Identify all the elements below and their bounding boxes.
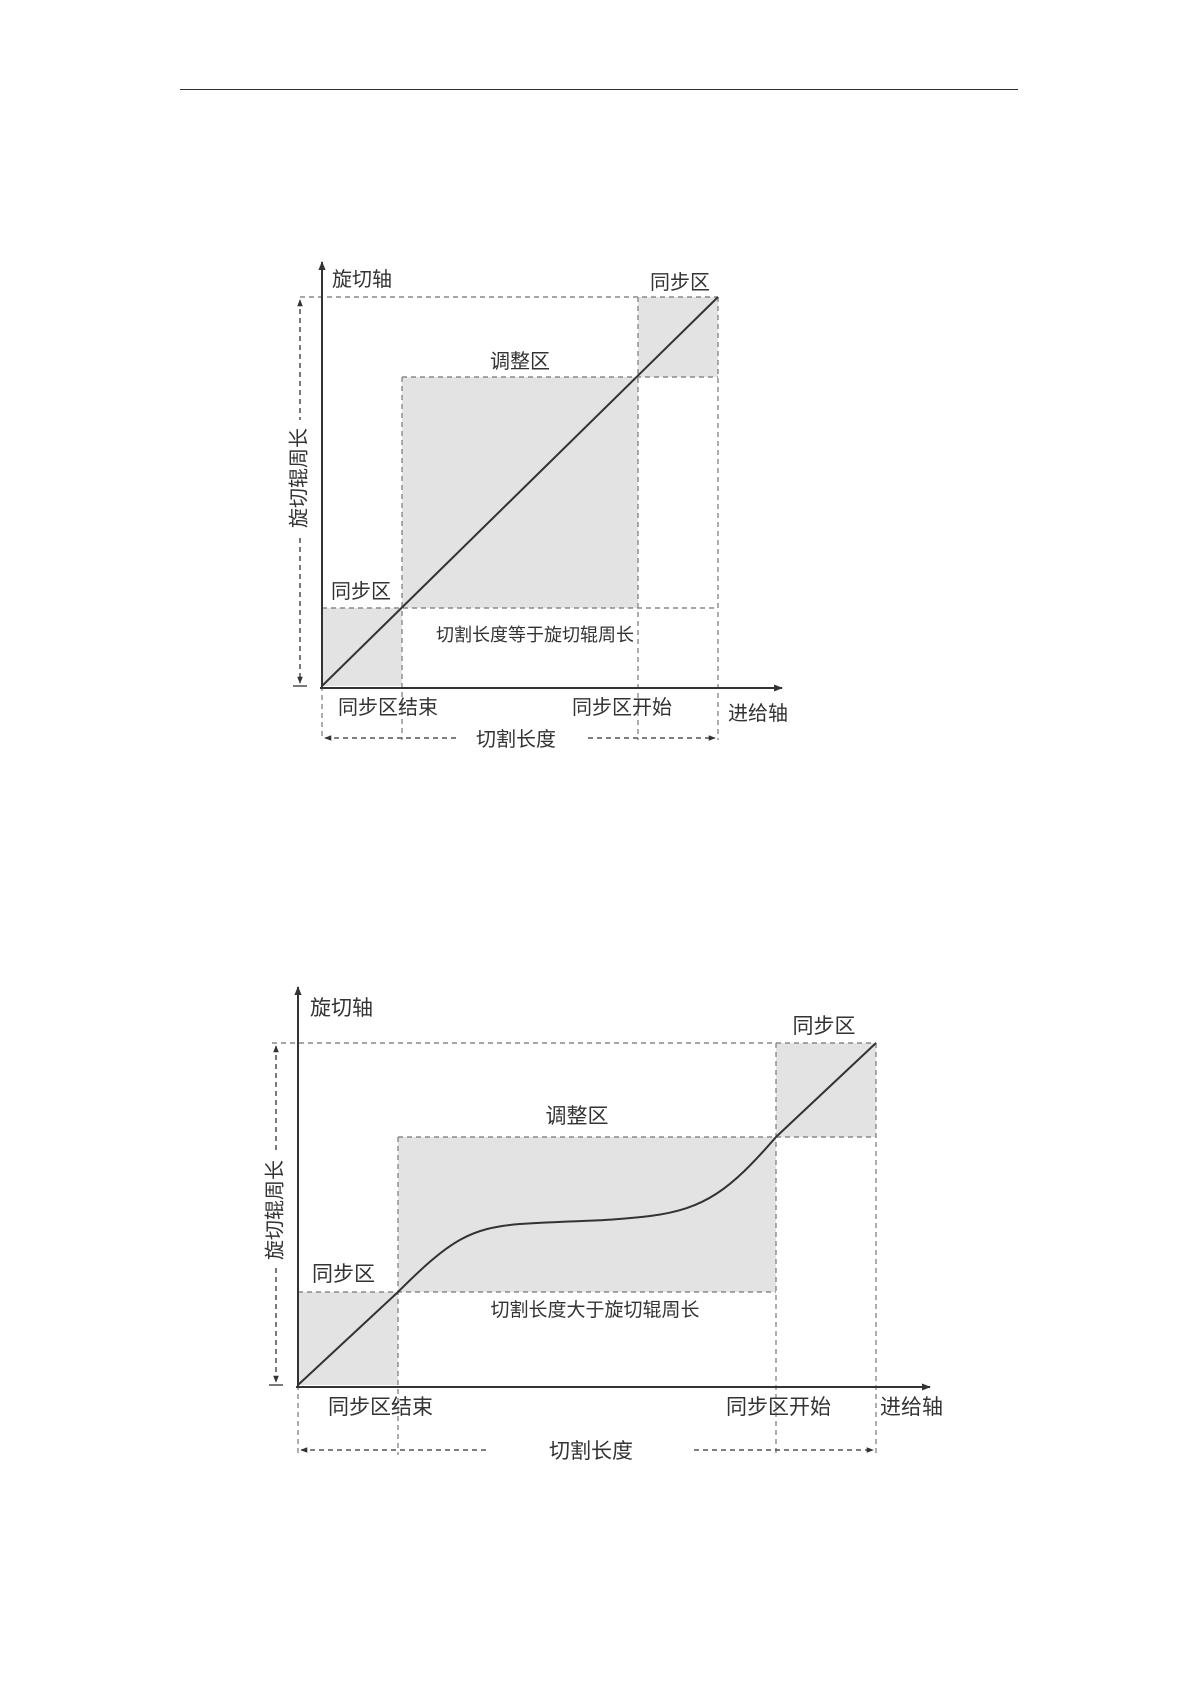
y-dimension xyxy=(293,299,307,687)
adjust-zone-label: 调整区 xyxy=(546,1104,609,1128)
x-axis-label: 进给轴 xyxy=(880,1395,943,1419)
profile-line xyxy=(321,296,719,687)
sync-start-label: 同步区开始 xyxy=(572,695,672,719)
y-axis-label: 旋切轴 xyxy=(332,267,392,291)
sync-zone-top-label: 同步区 xyxy=(650,270,710,294)
sync-zone-bottom-label: 同步区 xyxy=(312,1262,375,1286)
adjust-zone-area xyxy=(398,1137,776,1292)
sync-zone-bottom-label: 同步区 xyxy=(331,579,391,603)
sync-zone-top-label: 同步区 xyxy=(793,1014,856,1038)
guide-lines xyxy=(300,296,719,740)
x-axis-label: 进给轴 xyxy=(728,701,788,725)
note-label: 切割长度等于旋切辊周长 xyxy=(436,625,634,646)
note-label: 切割长度大于旋切辊周长 xyxy=(490,1299,699,1321)
profile-curve xyxy=(297,1042,877,1386)
adjust-zone-label: 调整区 xyxy=(490,349,550,373)
sync-end-label: 同步区结束 xyxy=(328,1395,433,1419)
y-dimension-label: 旋切辊周长 xyxy=(287,428,311,528)
y-axis-label: 旋切轴 xyxy=(310,996,373,1020)
x-dimension-label: 切割长度 xyxy=(549,1439,633,1463)
y-dimension xyxy=(269,1045,283,1386)
diagram-greater-length: 旋切辊周长 切割长度 旋切轴 进给轴 同步区 调整区 同步区 切割长度大于旋切辊… xyxy=(263,986,943,1463)
diagram-equal-length: 旋切辊周长 切割长度 旋切轴 进给轴 同步区 调整区 同步区 切割长度等于旋切辊… xyxy=(287,261,788,751)
sync-end-label: 同步区结束 xyxy=(338,695,438,719)
y-dimension-label: 旋切辊周长 xyxy=(263,1160,287,1260)
sync-start-label: 同步区开始 xyxy=(726,1395,831,1419)
header-rule xyxy=(180,89,1018,90)
x-dimension-label: 切割长度 xyxy=(476,727,556,751)
